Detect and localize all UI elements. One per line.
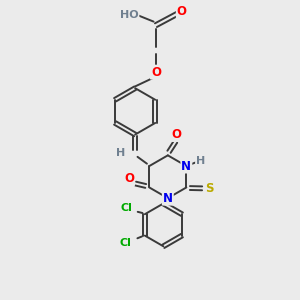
Text: S: S	[205, 182, 214, 195]
Text: Cl: Cl	[120, 238, 131, 248]
Text: Cl: Cl	[121, 203, 132, 213]
Text: H: H	[196, 156, 205, 166]
Text: N: N	[163, 192, 173, 205]
Text: O: O	[172, 128, 182, 141]
Text: O: O	[124, 172, 134, 185]
Text: N: N	[182, 160, 191, 172]
Text: O: O	[151, 66, 161, 79]
Text: H: H	[116, 148, 125, 158]
Text: O: O	[177, 5, 187, 18]
Text: HO: HO	[120, 10, 139, 20]
